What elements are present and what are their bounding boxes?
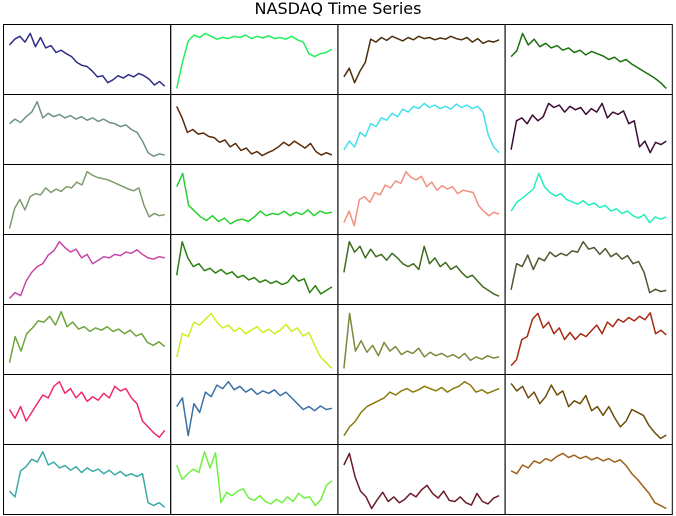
panel-frame xyxy=(3,234,172,305)
panel-frame xyxy=(337,164,506,235)
series-line-23 xyxy=(343,380,500,437)
panel-frame xyxy=(337,304,506,375)
series-line-5 xyxy=(9,100,165,157)
panel-22 xyxy=(170,374,339,445)
panel-17 xyxy=(3,304,172,375)
panel-frame xyxy=(504,164,673,235)
panel-frame xyxy=(3,444,172,515)
series-line-14 xyxy=(175,240,333,295)
panel-frame xyxy=(170,164,339,235)
panel-3 xyxy=(337,24,506,95)
panel-frame xyxy=(3,374,172,445)
series-line-1 xyxy=(8,32,166,87)
panel-frame xyxy=(504,234,673,305)
panel-6 xyxy=(170,94,339,165)
panel-7 xyxy=(337,94,506,165)
series-line-2 xyxy=(175,32,333,89)
series-line-21 xyxy=(8,380,166,439)
panel-5 xyxy=(3,94,172,165)
panel-frame xyxy=(504,94,673,165)
panel-15 xyxy=(337,234,506,305)
panel-frame xyxy=(337,444,506,515)
panel-frame xyxy=(504,24,673,95)
panel-1 xyxy=(3,24,172,95)
panel-10 xyxy=(170,164,339,235)
panel-frame xyxy=(3,94,172,165)
panel-2 xyxy=(170,24,339,95)
panel-23 xyxy=(337,374,506,445)
panel-27 xyxy=(337,444,506,515)
panel-frame xyxy=(504,374,673,445)
series-line-22 xyxy=(176,380,333,437)
series-line-26 xyxy=(175,450,333,507)
panel-25 xyxy=(3,444,172,515)
series-line-6 xyxy=(176,105,333,157)
panel-14 xyxy=(170,234,339,305)
panel-21 xyxy=(3,374,172,445)
series-line-3 xyxy=(343,35,500,84)
panel-frame xyxy=(170,24,339,95)
panel-13 xyxy=(3,234,172,305)
chart-title: NASDAQ Time Series xyxy=(254,0,422,18)
panel-9 xyxy=(3,164,172,235)
panel-26 xyxy=(170,444,339,515)
series-line-10 xyxy=(176,172,333,225)
series-line-20 xyxy=(510,312,667,367)
series-line-28 xyxy=(510,452,667,510)
series-line-19 xyxy=(343,312,500,369)
panel-4 xyxy=(504,24,673,95)
series-line-11 xyxy=(343,170,500,227)
series-line-12 xyxy=(510,172,667,224)
panel-24 xyxy=(504,374,673,445)
panel-8 xyxy=(504,94,673,165)
series-line-17 xyxy=(8,310,166,363)
series-line-25 xyxy=(8,450,166,508)
panel-frame xyxy=(337,24,506,95)
panel-20 xyxy=(504,304,673,375)
panel-19 xyxy=(337,304,506,375)
panel-frame xyxy=(170,94,339,165)
panel-frame xyxy=(170,444,339,515)
panel-18 xyxy=(170,304,339,375)
series-line-7 xyxy=(343,102,500,154)
series-line-13 xyxy=(8,240,165,300)
panel-28 xyxy=(504,444,673,515)
panel-16 xyxy=(504,234,673,305)
series-line-18 xyxy=(175,312,333,370)
series-line-16 xyxy=(510,240,667,294)
series-line-24 xyxy=(510,382,667,440)
panel-11 xyxy=(337,164,506,235)
panel-frame xyxy=(504,304,673,375)
panel-frame xyxy=(337,234,506,305)
series-line-27 xyxy=(343,452,500,510)
series-line-4 xyxy=(510,32,667,90)
series-line-9 xyxy=(8,170,165,229)
series-line-8 xyxy=(510,102,667,154)
panel-frame xyxy=(170,234,339,305)
panel-12 xyxy=(504,164,673,235)
series-line-15 xyxy=(343,240,500,297)
panel-frame xyxy=(504,444,673,515)
